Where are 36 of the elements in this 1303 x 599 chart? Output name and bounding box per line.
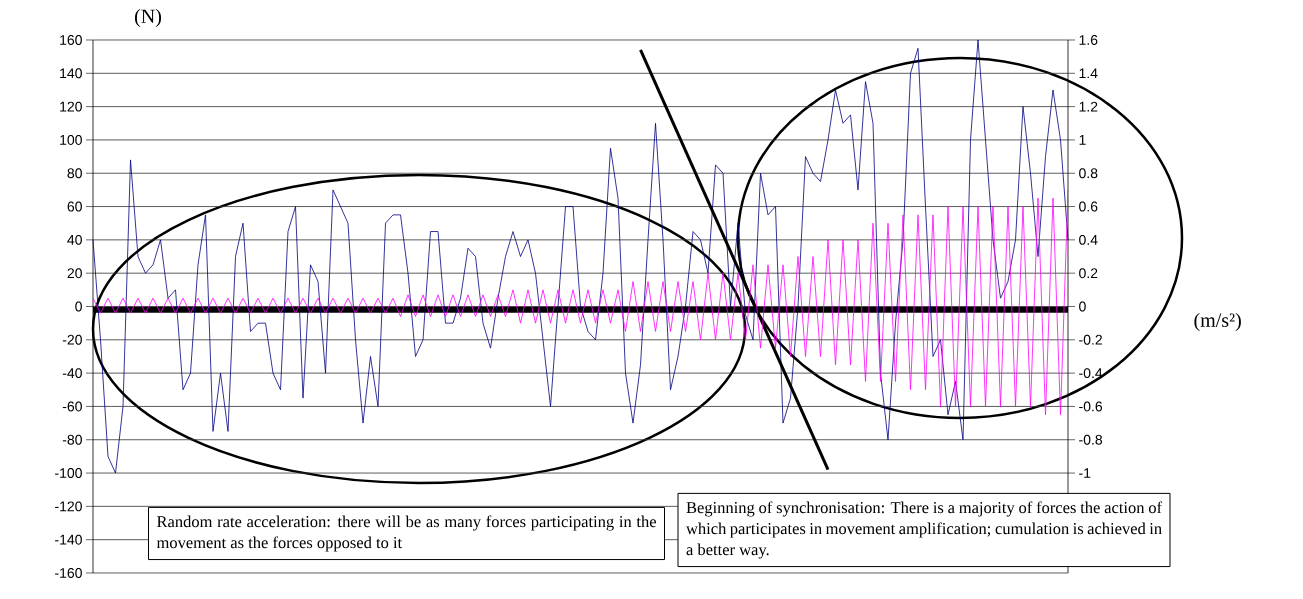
y-tick-label: -160 bbox=[55, 568, 82, 578]
y2-tick-label: 0.4 bbox=[1079, 234, 1098, 245]
line-series bbox=[93, 189, 1069, 416]
y2-tick-label: 1.6 bbox=[1079, 35, 1098, 45]
y-tick-label: 160 bbox=[60, 35, 82, 45]
y-tick-label: -60 bbox=[62, 401, 82, 412]
y-tick-label: 100 bbox=[60, 134, 82, 145]
y2-tick-label: 1 bbox=[1079, 135, 1086, 145]
y2-tick-label: -1 bbox=[1079, 468, 1091, 478]
y2-tick-label: 1.2 bbox=[1079, 101, 1098, 112]
y2-tick-label: -0.2 bbox=[1079, 334, 1102, 345]
y-tick-label: 20 bbox=[67, 268, 82, 279]
y2-tick-label: 0.8 bbox=[1079, 168, 1098, 179]
y2-tick-label: -0.8 bbox=[1079, 434, 1103, 445]
y2-tick-label: -0.6 bbox=[1079, 401, 1103, 412]
y-tick-label: 120 bbox=[60, 101, 82, 112]
y-tick-label: 40 bbox=[67, 234, 82, 245]
y-tick-label: -80 bbox=[62, 434, 82, 445]
y2-tick-label: 0.2 bbox=[1079, 268, 1098, 279]
annotation: Random rate acceleration: there will be as many forces participating in the movement as the forces opposed to it bbox=[156, 515, 656, 552]
y2-tick-label: -0.4 bbox=[1079, 368, 1103, 379]
y-tick-label: 0 bbox=[75, 301, 82, 312]
y-tick-label: 60 bbox=[67, 201, 82, 212]
y2-tick-label: 1.4 bbox=[1079, 68, 1098, 79]
y-tick-label: -20 bbox=[62, 334, 82, 345]
y-axis-title: (N) bbox=[135, 8, 162, 28]
y2-tick-label: 0.6 bbox=[1079, 201, 1098, 212]
annotation: Beginning of synchronisation: There is a majority of forces the action of which participates in movement amplification; cumulation is achieved in a better way. bbox=[686, 501, 1163, 559]
y-tick-label: -140 bbox=[55, 534, 82, 545]
y2-tick-label: 0 bbox=[1079, 301, 1086, 312]
y-tick-label: -120 bbox=[55, 501, 82, 512]
y-tick-label: -100 bbox=[55, 468, 82, 479]
y-tick-label: 140 bbox=[60, 68, 82, 79]
y-tick-label: 80 bbox=[67, 168, 82, 179]
y-tick-label: -40 bbox=[62, 368, 82, 379]
y2-axis-title: (m/s²) bbox=[1194, 312, 1241, 332]
